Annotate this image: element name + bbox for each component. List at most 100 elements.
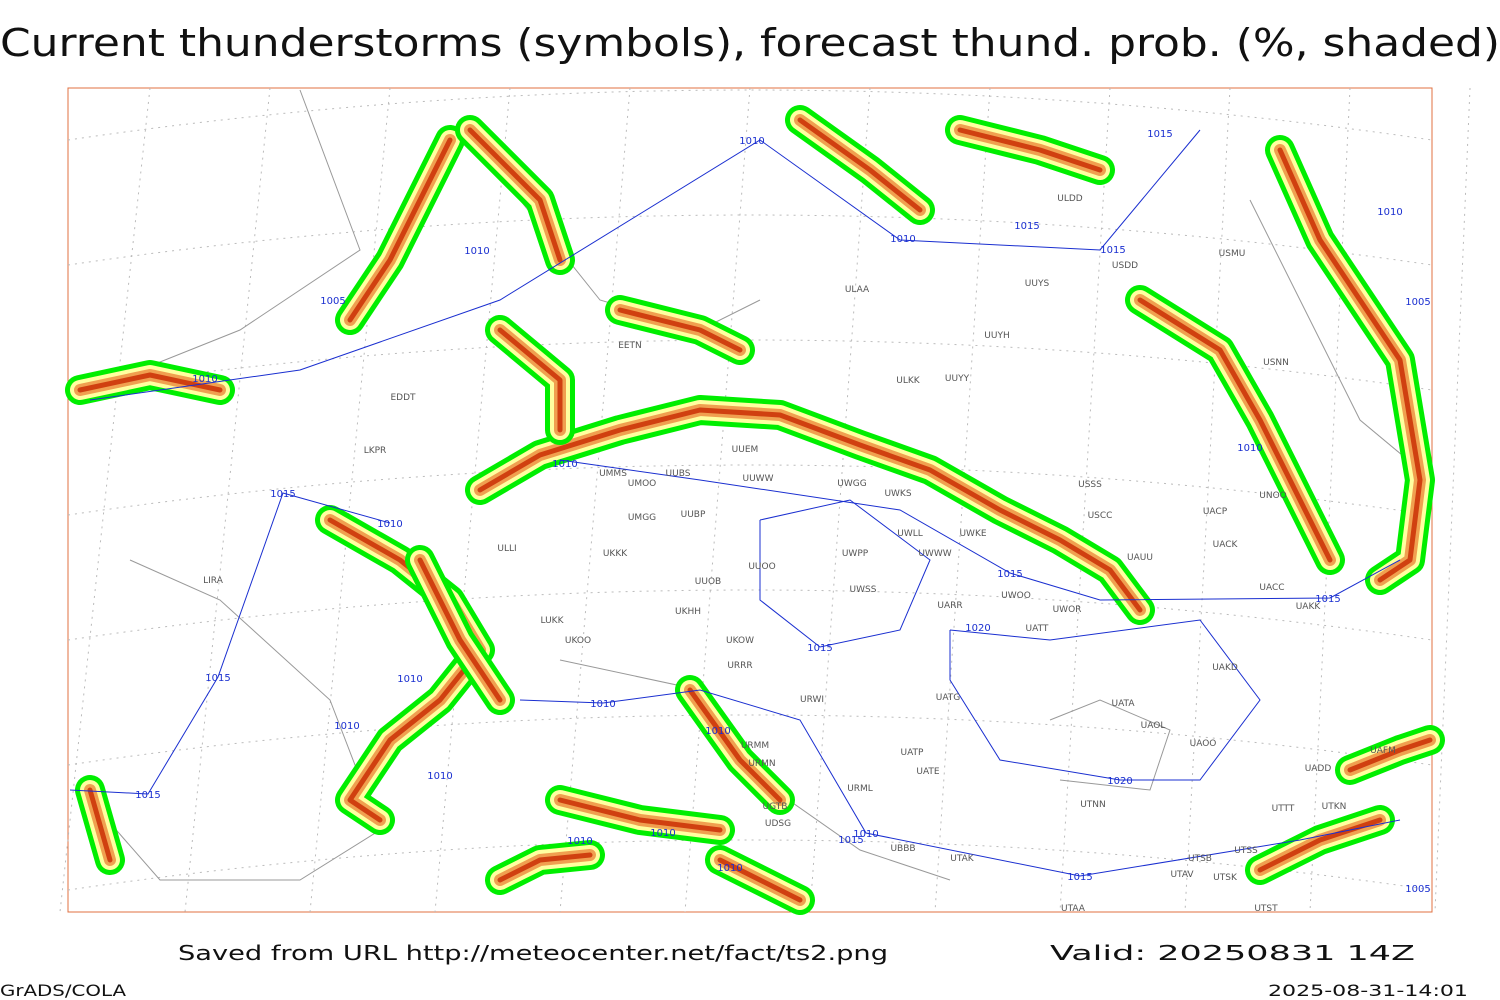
station-label: UAFM — [1370, 746, 1396, 756]
isobar-label: 1010 — [739, 136, 764, 147]
graticule — [67, 839, 1433, 891]
station-label: ULLI — [497, 544, 516, 554]
isobar-label: 1010 — [590, 699, 615, 710]
station-label: UWSS — [850, 585, 877, 595]
station-label: URRR — [727, 661, 752, 671]
station-label: UDSG — [765, 819, 791, 829]
station-label: UTSS — [1234, 846, 1258, 856]
graticule — [67, 464, 1433, 516]
station-label: UUWW — [743, 474, 774, 484]
station-label: UTSB — [1188, 854, 1212, 864]
isobar-label: 1015 — [997, 569, 1022, 580]
station-label: UUOO — [748, 562, 775, 572]
station-label: USCC — [1088, 511, 1113, 521]
map-title: Current thunderstorms (symbols), forecas… — [0, 21, 1500, 65]
station-label: UAOL — [1141, 721, 1166, 731]
probability-band — [1277, 147, 1423, 583]
station-label: ULKK — [896, 376, 921, 386]
station-label: UARR — [937, 601, 962, 611]
station-label: URMM — [741, 741, 769, 751]
coastline — [1249, 199, 1433, 481]
station-label: UATT — [1026, 624, 1049, 634]
station-label: UUYY — [945, 374, 970, 384]
isobar-label: 1010 — [853, 829, 878, 840]
graticule — [67, 214, 1433, 266]
station-label: UMMS — [599, 469, 627, 479]
station-label: UWOR — [1053, 605, 1082, 615]
station-label: UTSK — [1213, 873, 1238, 883]
isobar-label: 1010 — [192, 374, 217, 385]
probability-band — [87, 787, 113, 863]
probability-band — [497, 327, 563, 433]
station-label: UADD — [1305, 764, 1332, 774]
station-label: UMOO — [628, 479, 657, 489]
probability-band — [1137, 297, 1333, 563]
station-label: UBBB — [890, 844, 915, 854]
probability-band — [617, 307, 743, 353]
isobar-label: 1010 — [464, 246, 489, 257]
isobar-label: 1015 — [1315, 594, 1340, 605]
station-label: UAKK — [1296, 602, 1322, 612]
station-label: UUYH — [984, 331, 1009, 341]
station-label: UUBP — [681, 510, 706, 520]
graticule — [1059, 87, 1111, 913]
station-label: UACK — [1213, 540, 1239, 550]
station-label: UATA — [1111, 699, 1135, 709]
station-label: EETN — [618, 341, 642, 351]
station-label: UMGG — [628, 513, 656, 523]
isobar-label: 1015 — [135, 790, 160, 801]
isobar-label: 1015 — [1067, 872, 1092, 883]
isobar-label: 1010 — [890, 234, 915, 245]
station-label: UTTT — [1272, 804, 1295, 814]
station-label: UWWW — [918, 549, 951, 559]
isobar-label: 1015 — [205, 673, 230, 684]
station-label: UGTB — [763, 802, 788, 812]
graticule — [684, 87, 751, 913]
graticule — [67, 589, 1433, 641]
station-label: USNN — [1263, 358, 1289, 368]
station-label: UAUU — [1127, 553, 1153, 563]
source-url: Saved from URL http://meteocenter.net/fa… — [178, 941, 888, 965]
isobar-label: 1015 — [1100, 245, 1125, 256]
station-label: UTNN — [1080, 800, 1106, 810]
station-label: UATG — [936, 693, 961, 703]
graticule — [1434, 87, 1471, 913]
station-label: UKOW — [726, 636, 754, 646]
graticule — [67, 89, 1433, 141]
isobar-label: 1005 — [1405, 297, 1430, 308]
probability-band — [797, 117, 923, 213]
isobar-label: 1005 — [320, 296, 345, 307]
coastline — [89, 89, 361, 391]
station-label: UWKE — [959, 529, 986, 539]
graticule — [559, 87, 631, 913]
probability-band — [1347, 737, 1433, 773]
valid-time: Valid: 20250831 14Z — [1050, 941, 1415, 965]
station-label: UNOO — [1259, 491, 1287, 501]
station-label: URWI — [800, 695, 824, 705]
station-label: USSS — [1078, 480, 1102, 490]
isobar-label: 1010 — [377, 519, 402, 530]
probability-band — [497, 852, 593, 883]
isobar-label: 1015 — [838, 835, 863, 846]
station-label: UACC — [1259, 583, 1284, 593]
station-label: UUEM — [732, 445, 759, 455]
software-credit: GrADS/COLA — [0, 981, 126, 1000]
isobar-label: 1015 — [1147, 129, 1172, 140]
station-label: LKPR — [364, 446, 387, 456]
station-label: UKHH — [675, 607, 701, 617]
isobar-label: 1010 — [552, 459, 577, 470]
probability-band — [477, 407, 1143, 613]
station-label: UWPP — [842, 549, 869, 559]
station-label: UACP — [1203, 507, 1228, 517]
probability-band — [957, 127, 1103, 173]
station-label: EDDT — [390, 393, 416, 403]
station-label: UTAV — [1170, 870, 1194, 880]
graticule — [809, 87, 871, 913]
station-label: UWOO — [1001, 591, 1031, 601]
station-label: UATE — [916, 767, 940, 777]
isobar-label: 1010 — [1377, 207, 1402, 218]
station-label: LUKK — [541, 616, 565, 626]
station-label: URMN — [748, 759, 775, 769]
probability-band — [717, 857, 803, 903]
probability-band — [417, 557, 503, 703]
